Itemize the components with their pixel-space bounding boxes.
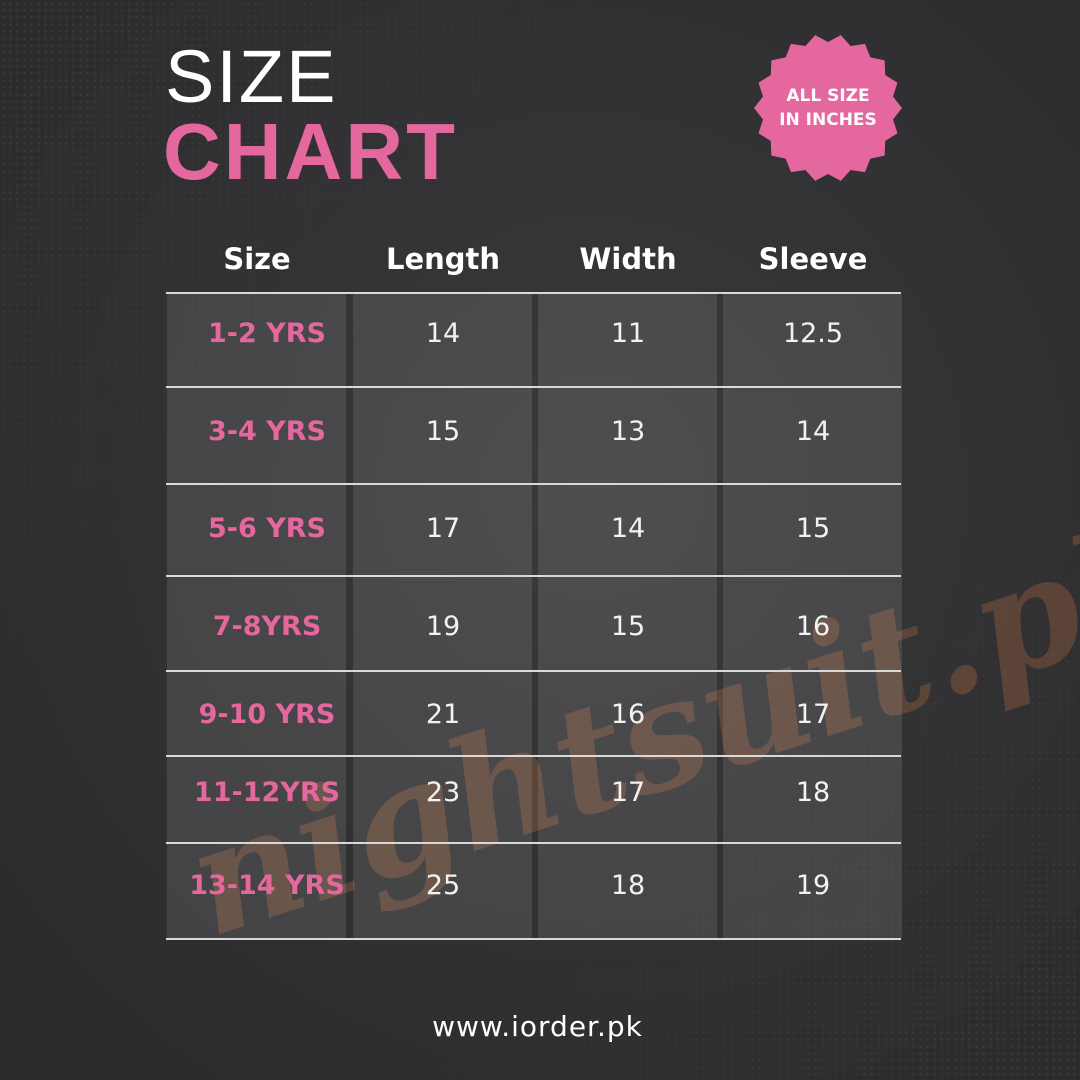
column-bg [353,294,532,938]
measurement-cell: 14 [425,318,461,349]
measurement-cell: 16 [610,699,646,730]
row-divider [166,755,901,757]
measurement-cell: 17 [425,513,461,544]
title-size: SIZE [165,35,338,118]
measurement-cell: 11 [610,318,646,349]
size-label: 1-2 YRS [208,318,326,349]
badge-shape [754,35,902,181]
title-chart: CHART [163,107,458,196]
column-bg [723,294,902,938]
size-label: 9-10 YRS [198,699,336,730]
measurement-cell: 15 [795,513,831,544]
measurement-cell: 13 [610,416,646,447]
measurement-cell: 19 [425,611,461,642]
header-sleeve: Sleeve [758,242,868,276]
measurement-cell: 15 [610,611,646,642]
measurement-cell: 21 [425,699,461,730]
measurement-cell: 15 [425,416,461,447]
measurement-cell: 17 [610,777,646,808]
measurement-cell: 16 [795,611,831,642]
row-divider [166,842,901,844]
row-divider [166,386,901,388]
footer-url: www.iorder.pk [432,1010,643,1043]
measurement-cell: 18 [795,777,831,808]
header-length: Length [385,242,501,276]
row-divider [166,670,901,672]
measurement-cell: 19 [795,870,831,901]
size-label: 7-8YRS [212,611,322,642]
size-label: 11-12YRS [193,777,341,808]
badge-text: ALL SIZE IN INCHES [754,84,902,132]
measurement-cell: 17 [795,699,831,730]
badge-starburst [754,35,902,181]
row-divider [166,292,901,294]
column-bg [167,294,346,938]
measurement-cell: 14 [795,416,831,447]
badge-line2: IN INCHES [779,110,877,130]
size-label: 13-14 YRS [189,870,345,901]
row-divider [166,938,901,940]
badge-line1: ALL SIZE [786,86,870,106]
measurement-cell: 12.5 [782,318,844,349]
size-label: 5-6 YRS [208,513,326,544]
column-bg [538,294,717,938]
measurement-cell: 25 [425,870,461,901]
header-width: Width [579,242,677,276]
measurement-cell: 14 [610,513,646,544]
row-divider [166,483,901,485]
header-size: Size [223,242,291,276]
measurement-cell: 23 [425,777,461,808]
row-divider [166,575,901,577]
size-label: 3-4 YRS [208,416,326,447]
measurement-cell: 18 [610,870,646,901]
